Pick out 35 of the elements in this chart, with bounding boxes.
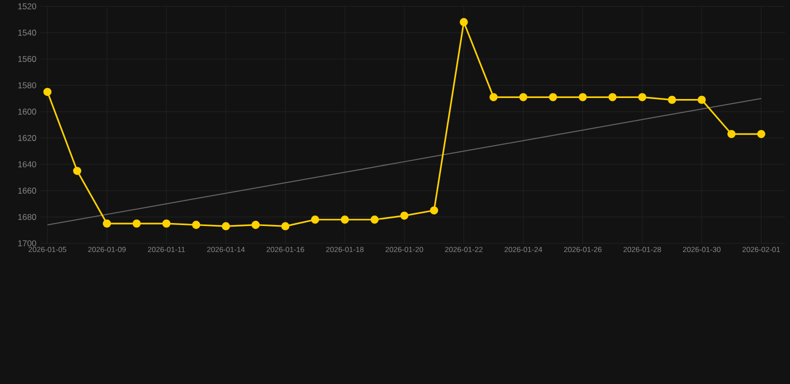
point [340, 215, 349, 224]
y-tick-label: 1660 [18, 188, 36, 194]
point [370, 215, 379, 224]
point [460, 18, 468, 26]
point [102, 219, 112, 228]
point [222, 222, 230, 230]
point [668, 96, 676, 104]
point [727, 130, 736, 138]
y-tick-label: 1680 [18, 214, 36, 220]
y-tick-label: 1520 [18, 3, 36, 10]
y-tick-label: 1580 [18, 82, 36, 88]
point [608, 92, 617, 102]
point [192, 220, 200, 229]
point [281, 222, 290, 230]
y-tick-label: 1640 [18, 161, 36, 168]
point [132, 219, 141, 228]
point [400, 211, 408, 220]
point [698, 96, 706, 104]
point [430, 206, 438, 214]
point [311, 215, 320, 224]
y-tick-label: 1560 [18, 56, 36, 62]
point [489, 92, 498, 102]
point [757, 130, 766, 138]
point [548, 92, 558, 102]
point [73, 166, 82, 175]
point [43, 88, 52, 96]
point [162, 219, 170, 228]
point [578, 92, 587, 102]
point [519, 92, 528, 102]
point [252, 220, 260, 229]
point [638, 92, 646, 102]
y-tick-label: 1600 [18, 108, 36, 114]
y-tick-label: 1540 [18, 30, 36, 36]
y-tick-label: 1700 [18, 240, 36, 246]
y-tick-label: 1620 [18, 134, 36, 141]
